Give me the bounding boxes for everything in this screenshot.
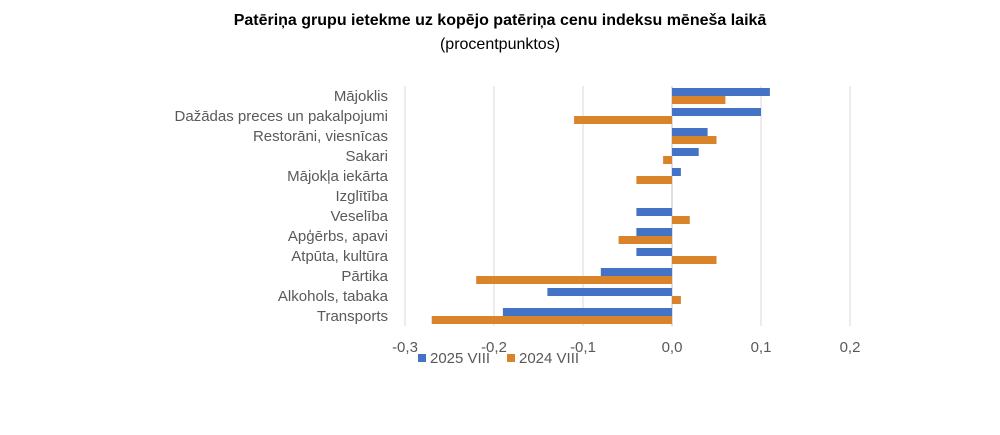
category-label: Sakari (345, 148, 388, 165)
legend-swatch (418, 354, 426, 362)
bar-series1-1 (672, 108, 761, 116)
x-tick-label: -0,3 (392, 339, 418, 356)
bar-series2-6 (672, 216, 690, 224)
bar-series2-1 (574, 116, 672, 124)
x-tick-label: -0,2 (481, 339, 507, 356)
chart-subtitle: (procentpunktos) (439, 36, 561, 53)
x-tick-label: 0,2 (840, 339, 861, 356)
category-label: Pārtika (341, 268, 388, 285)
category-label: Atpūta, kultūra (291, 248, 388, 265)
bar-series2-10 (672, 296, 681, 304)
bar-series1-10 (547, 288, 672, 296)
bar-series2-9 (476, 276, 672, 284)
bar-series2-0 (672, 96, 726, 104)
bar-series2-7 (618, 236, 672, 244)
bar-series1-4 (672, 168, 681, 176)
bar-series1-11 (502, 308, 672, 316)
bar-series2-2 (672, 136, 717, 144)
x-tick-label: 0,1 (751, 339, 772, 356)
bar-series2-11 (431, 316, 672, 324)
bar-series2-4 (636, 176, 672, 184)
category-label: Veselība (330, 208, 388, 225)
bar-series2-8 (672, 256, 717, 264)
x-tick-label: -0,1 (570, 339, 596, 356)
bar-series1-7 (636, 228, 672, 236)
legend-swatch (507, 354, 515, 362)
legend-label: 2024 VIII (519, 350, 579, 367)
x-tick-label: 0,0 (662, 339, 683, 356)
category-label: Izglītība (335, 188, 388, 205)
category-label: Transports (317, 308, 388, 325)
category-label: Alkohols, tabaka (278, 288, 389, 305)
chart-title: Patēriņa grupu ietekme uz kopējo patēriņ… (233, 12, 767, 29)
bar-series1-3 (672, 148, 699, 156)
category-label: Dažādas preces un pakalpojumi (175, 108, 388, 125)
category-label: Restorāni, viesnīcas (253, 128, 388, 145)
category-label: Mājokļa iekārta (287, 168, 389, 185)
category-label: Apģērbs, apavi (288, 228, 388, 245)
bar-series1-2 (672, 128, 708, 136)
bar-series1-0 (672, 88, 770, 96)
legend-label: 2025 VIII (430, 350, 490, 367)
bar-series2-3 (663, 156, 672, 164)
category-label: Mājoklis (334, 88, 388, 105)
bar-series1-9 (600, 268, 672, 276)
bar-series1-6 (636, 208, 672, 216)
bar-series1-8 (636, 248, 672, 256)
